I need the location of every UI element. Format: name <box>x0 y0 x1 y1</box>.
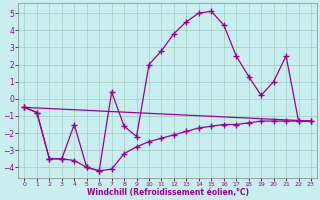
X-axis label: Windchill (Refroidissement éolien,°C): Windchill (Refroidissement éolien,°C) <box>87 188 249 197</box>
